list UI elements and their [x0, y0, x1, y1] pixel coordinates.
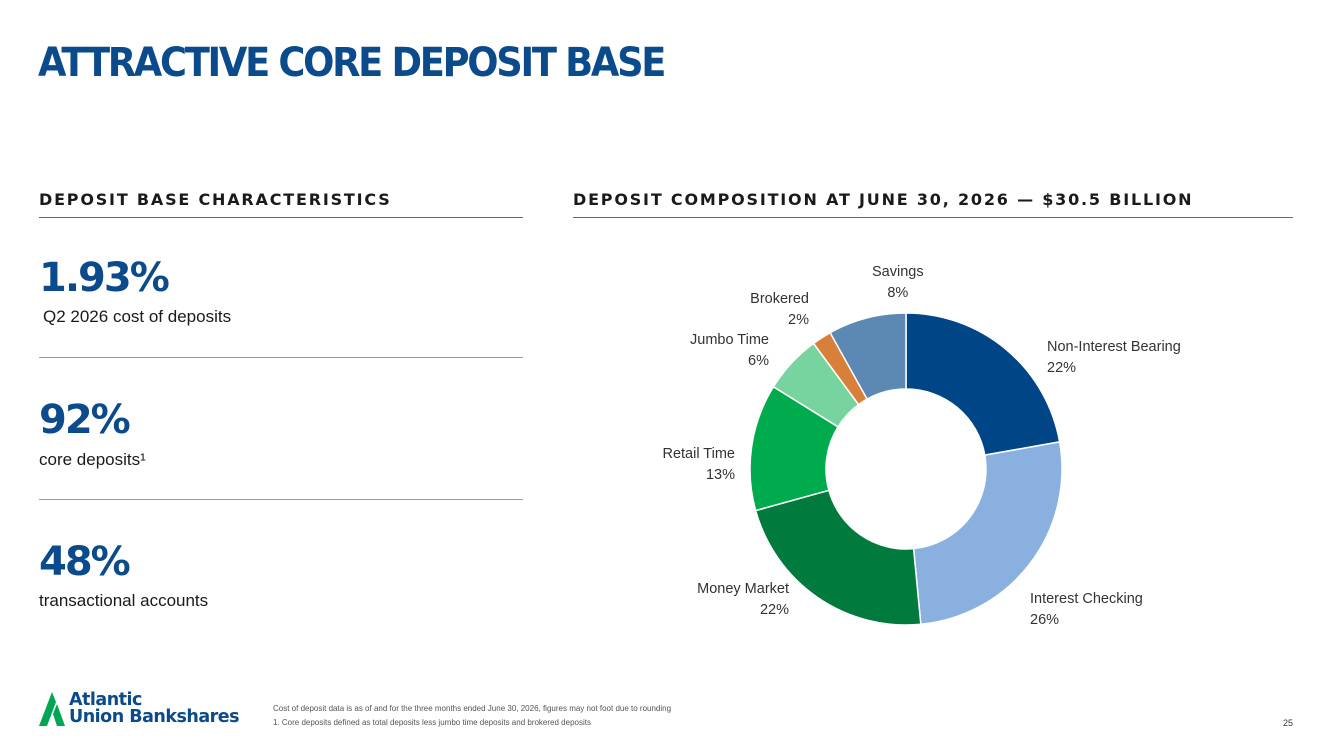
slice-value: 26%: [1030, 612, 1060, 628]
stat-label-core-deposits: core deposits¹: [39, 450, 146, 469]
slice-value: 13%: [705, 467, 735, 483]
slice-name: Money Market: [697, 581, 789, 597]
logo-line-2: Union Bankshares: [69, 707, 240, 727]
donut-slice-savings: [829, 312, 907, 401]
slice-value: 22%: [1047, 360, 1077, 376]
footnote-core-deposits: 1. Core deposits defined as total deposi…: [273, 718, 591, 727]
donut-slice-interest-checking: [912, 441, 1063, 626]
donut-slice-money-market: [754, 489, 922, 626]
stat-label-transactional-accounts: transactional accounts: [39, 591, 209, 610]
page-number: 25: [1282, 718, 1293, 728]
page-title: ATTRACTIVE CORE DEPOSIT BASE: [38, 40, 666, 86]
slice-label-non-interest-bearing: Non-Interest Bearing 22%: [1047, 337, 1181, 379]
slice-label-savings: Savings 8%: [872, 262, 924, 304]
logo-wordmark: Atlantic Union Bankshares: [69, 690, 240, 727]
slice-value: 6%: [748, 353, 769, 369]
section-heading-composition: DEPOSIT COMPOSITION AT JUNE 30, 2026 — $…: [573, 190, 1194, 209]
stat-divider: [39, 499, 523, 500]
logo-line-1: Atlantic: [69, 690, 142, 710]
slice-name: Interest Checking: [1030, 591, 1143, 607]
slice-name: Retail Time: [662, 446, 735, 462]
logo-mark-icon: [39, 692, 65, 726]
stat-value-transactional-accounts: 48%: [39, 539, 131, 585]
section-divider: [573, 217, 1293, 218]
slice-name: Savings: [872, 264, 924, 280]
section-divider: [39, 217, 523, 218]
stat-value-core-deposits: 92%: [39, 397, 131, 443]
section-heading-characteristics: DEPOSIT BASE CHARACTERISTICS: [39, 190, 392, 209]
slice-label-retail-time: Retail Time 13%: [662, 444, 735, 486]
slice-label-interest-checking: Interest Checking 26%: [1030, 589, 1143, 631]
deposit-composition-donut-chart: [749, 312, 1063, 626]
slice-value: 2%: [788, 312, 809, 328]
donut-slice-non-interest-bearing: [905, 312, 1061, 456]
slice-label-brokered: Brokered 2%: [750, 289, 809, 331]
slice-name: Brokered: [750, 291, 809, 307]
slice-label-money-market: Money Market 22%: [697, 579, 789, 621]
slice-label-jumbo-time: Jumbo Time 6%: [690, 330, 769, 372]
atlantic-union-logo: Atlantic Union Bankshares: [39, 690, 240, 727]
stat-value-cost-of-deposits: 1.93%: [39, 255, 170, 301]
stat-label-cost-of-deposits: Q2 2026 cost of deposits: [43, 307, 232, 326]
stat-divider: [39, 357, 523, 358]
slice-value: 8%: [887, 285, 909, 301]
footnote-cost-of-deposits: Cost of deposit data is as of and for th…: [273, 704, 672, 713]
slice-name: Non-Interest Bearing: [1047, 339, 1181, 355]
slice-value: 22%: [759, 602, 789, 618]
slice-name: Jumbo Time: [690, 332, 769, 348]
